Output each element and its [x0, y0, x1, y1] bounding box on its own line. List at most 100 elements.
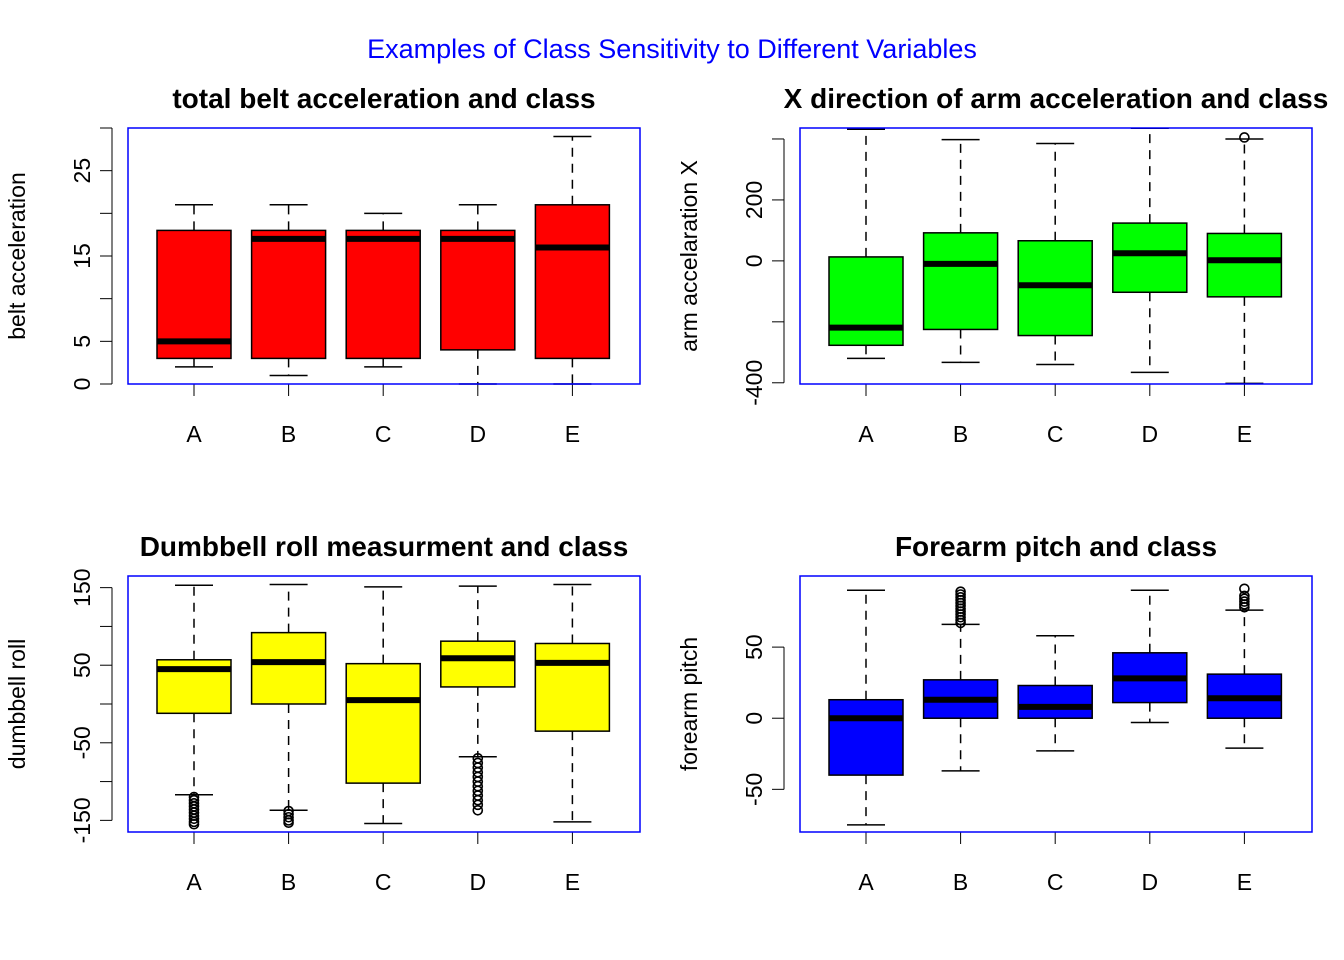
box-A	[156, 584, 232, 830]
box-body	[345, 662, 421, 784]
x-tick-label: C	[1047, 421, 1064, 447]
box-D	[1112, 127, 1188, 374]
box-B	[922, 138, 999, 364]
box-B	[250, 583, 327, 828]
box-body	[534, 642, 611, 732]
box-B	[250, 204, 327, 377]
outlier-point	[1239, 596, 1250, 607]
y-tick-label: 0	[741, 712, 767, 725]
box-D	[440, 585, 516, 816]
chart-title: Dumbbell roll measurment and class	[140, 531, 629, 562]
box-E	[534, 583, 611, 823]
outlier-point	[472, 794, 484, 806]
x-tick-label: A	[858, 869, 874, 895]
plot-frame	[799, 127, 1313, 385]
box-B	[922, 586, 999, 772]
box-A	[828, 589, 904, 826]
y-tick-label: 0	[69, 378, 95, 391]
x-tick-label: C	[375, 869, 392, 895]
panels: total belt acceleration and class belt ac…	[4, 83, 1328, 895]
plot-frame	[127, 575, 641, 833]
box-E	[1206, 583, 1283, 749]
figure-title: Examples of Class Sensitivity to Differe…	[367, 34, 977, 64]
outlier-point	[1239, 583, 1250, 595]
box-body	[922, 232, 999, 331]
box-D	[1112, 589, 1188, 724]
box-body	[1206, 232, 1283, 298]
outlier-point	[472, 799, 484, 811]
y-axis-label: belt acceleration	[4, 172, 30, 340]
chart-panel-2: X direction of arm acceleration and clas…	[676, 83, 1328, 447]
x-tick-label: A	[186, 421, 202, 447]
outlier-point	[1239, 593, 1250, 605]
chart-panel-3: Dumbbell roll measurment and class dumbbe…	[4, 531, 641, 895]
box-C	[1017, 634, 1093, 752]
chart-title: X direction of arm acceleration and clas…	[784, 83, 1329, 114]
x-tick-label: D	[1141, 421, 1158, 447]
x-tick-label: E	[1237, 421, 1252, 447]
plot-frame	[799, 575, 1313, 833]
box-body	[156, 229, 232, 360]
chart-title: total belt acceleration and class	[172, 83, 595, 114]
box-E	[1206, 132, 1283, 385]
y-axis-label: dumbbell roll	[4, 639, 30, 769]
x-tick-label: E	[565, 421, 580, 447]
box-body	[345, 229, 421, 360]
x-tick-label: E	[565, 869, 580, 895]
outlier-point	[955, 592, 966, 603]
x-tick-label: A	[858, 421, 874, 447]
box-body	[828, 698, 904, 776]
y-tick-label: -400	[741, 360, 767, 406]
outlier-point	[188, 813, 200, 825]
box-body	[1112, 222, 1188, 294]
y-tick-label: 5	[69, 335, 95, 348]
box-D	[440, 204, 516, 385]
x-tick-label: B	[281, 421, 296, 447]
box-C	[345, 586, 421, 825]
y-tick-label: 0	[741, 254, 767, 267]
outlier-point	[188, 818, 200, 830]
outlier-point	[955, 589, 966, 600]
y-tick-label: 50	[69, 652, 95, 678]
box-A	[156, 204, 232, 368]
chart-panel-4: Forearm pitch and class forearm pitch -50 0…	[676, 531, 1313, 895]
box-C	[345, 212, 421, 368]
y-tick-label: 15	[69, 243, 95, 269]
chart-panel-1: total belt acceleration and class belt ac…	[4, 83, 641, 447]
outlier-point	[472, 804, 484, 816]
x-tick-label: B	[281, 869, 296, 895]
box-body	[1017, 684, 1093, 719]
box-body	[250, 229, 327, 360]
box-body	[440, 640, 516, 688]
y-tick-label: -150	[69, 797, 95, 843]
box-C	[1017, 142, 1093, 366]
box-E	[534, 135, 611, 385]
box-body	[250, 631, 327, 705]
outlier-point	[955, 586, 966, 597]
x-tick-label: C	[1047, 869, 1064, 895]
x-tick-label: E	[1237, 869, 1252, 895]
y-tick-label: 200	[741, 181, 767, 219]
x-tick-label: D	[469, 869, 486, 895]
y-axis-label: arm accelaration X	[676, 160, 702, 352]
y-tick-label: 150	[69, 568, 95, 606]
y-tick-label: 25	[69, 158, 95, 184]
y-tick-label: 50	[741, 634, 767, 660]
outlier-point	[1239, 132, 1250, 143]
x-tick-label: C	[375, 421, 392, 447]
x-tick-label: D	[1141, 869, 1158, 895]
x-tick-label: B	[953, 869, 968, 895]
box-body	[828, 256, 904, 347]
x-tick-label: A	[186, 869, 202, 895]
x-tick-label: D	[469, 421, 486, 447]
x-tick-label: B	[953, 421, 968, 447]
box-body	[534, 204, 611, 360]
outlier-point	[283, 811, 294, 823]
box-A	[828, 128, 904, 360]
outlier-point	[1239, 590, 1250, 602]
box-body	[440, 229, 516, 351]
y-axis-label: forearm pitch	[676, 637, 702, 771]
y-tick-label: -50	[741, 773, 767, 806]
chart-title: Forearm pitch and class	[895, 531, 1217, 562]
